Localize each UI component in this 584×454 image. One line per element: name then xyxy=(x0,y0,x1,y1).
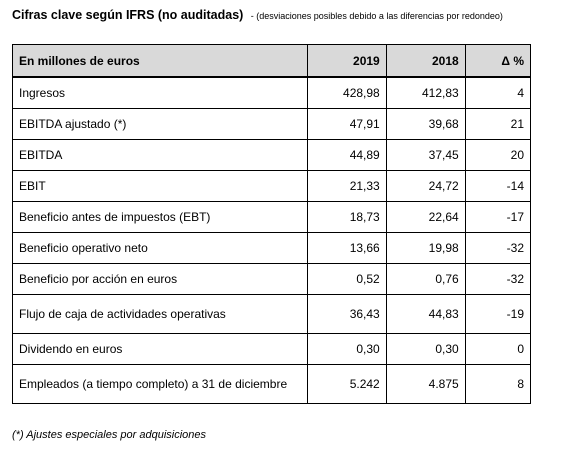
value-2019: 18,73 xyxy=(306,201,387,233)
value-delta: -19 xyxy=(464,294,532,334)
column-header-2019: 2019 xyxy=(306,44,387,78)
column-header-2018: 2018 xyxy=(385,44,466,78)
table-row: Empleados (a tiempo completo) a 31 de di… xyxy=(12,364,532,404)
table-row: EBITDA 44,89 37,45 20 xyxy=(12,139,532,171)
row-label: Beneficio por acción en euros xyxy=(12,263,308,295)
value-2018: 22,64 xyxy=(385,201,466,233)
table-row: Flujo de caja de actividades operativas … xyxy=(12,294,532,334)
value-2019: 5.242 xyxy=(306,364,387,404)
value-delta: 0 xyxy=(464,333,532,365)
rounding-note: - (desviaciones posibles debido a las di… xyxy=(250,11,503,21)
value-2019: 13,66 xyxy=(306,232,387,264)
value-2018: 44,83 xyxy=(385,294,466,334)
table-row: EBITDA ajustado (*) 47,91 39,68 21 xyxy=(12,108,532,140)
value-2019: 0,30 xyxy=(306,333,387,365)
table-row: Beneficio operativo neto 13,66 19,98 -32 xyxy=(12,232,532,264)
row-label: Beneficio antes de impuestos (EBT) xyxy=(12,201,308,233)
value-2019: 0,52 xyxy=(306,263,387,295)
row-label: Beneficio operativo neto xyxy=(12,232,308,264)
row-label: Dividendo en euros xyxy=(12,333,308,365)
value-2018: 39,68 xyxy=(385,108,466,140)
column-header-label: En millones de euros xyxy=(12,44,308,78)
row-label: Flujo de caja de actividades operativas xyxy=(12,294,308,334)
table-row: EBIT 21,33 24,72 -14 xyxy=(12,170,532,202)
row-label: EBIT xyxy=(12,170,308,202)
value-delta: -14 xyxy=(464,170,532,202)
value-2018: 0,76 xyxy=(385,263,466,295)
page-title: Cifras clave según IFRS (no auditadas) xyxy=(12,8,244,22)
value-delta: 8 xyxy=(464,364,532,404)
value-2018: 19,98 xyxy=(385,232,466,264)
row-label: Ingresos xyxy=(12,76,308,109)
table-row: Beneficio por acción en euros 0,52 0,76 … xyxy=(12,263,532,295)
value-2018: 37,45 xyxy=(385,139,466,171)
row-label: EBITDA xyxy=(12,139,308,171)
value-2018: 24,72 xyxy=(385,170,466,202)
table-row: Dividendo en euros 0,30 0,30 0 xyxy=(12,333,532,365)
value-2019: 44,89 xyxy=(306,139,387,171)
value-2018: 412,83 xyxy=(385,76,466,109)
row-label: Empleados (a tiempo completo) a 31 de di… xyxy=(12,364,308,404)
footnote: (*) Ajustes especiales por adquisiciones xyxy=(12,429,207,441)
value-delta: -17 xyxy=(464,201,532,233)
value-delta: -32 xyxy=(464,232,532,264)
value-2019: 21,33 xyxy=(306,170,387,202)
title-line: Cifras clave según IFRS (no auditadas) -… xyxy=(12,6,503,24)
key-figures-table: En millones de euros 2019 2018 Δ % Ingre… xyxy=(12,44,532,404)
table-row: Ingresos 428,98 412,83 4 xyxy=(12,76,532,109)
value-2019: 36,43 xyxy=(306,294,387,334)
value-2018: 0,30 xyxy=(385,333,466,365)
value-2018: 4.875 xyxy=(385,364,466,404)
value-delta: 4 xyxy=(464,76,532,109)
value-2019: 428,98 xyxy=(306,76,387,109)
value-delta: 21 xyxy=(464,108,532,140)
column-header-delta: Δ % xyxy=(464,44,532,78)
value-2019: 47,91 xyxy=(306,108,387,140)
table-row: Beneficio antes de impuestos (EBT) 18,73… xyxy=(12,201,532,233)
row-label: EBITDA ajustado (*) xyxy=(12,108,308,140)
value-delta: 20 xyxy=(464,139,532,171)
table-header-row: En millones de euros 2019 2018 Δ % xyxy=(12,44,532,78)
value-delta: -32 xyxy=(464,263,532,295)
